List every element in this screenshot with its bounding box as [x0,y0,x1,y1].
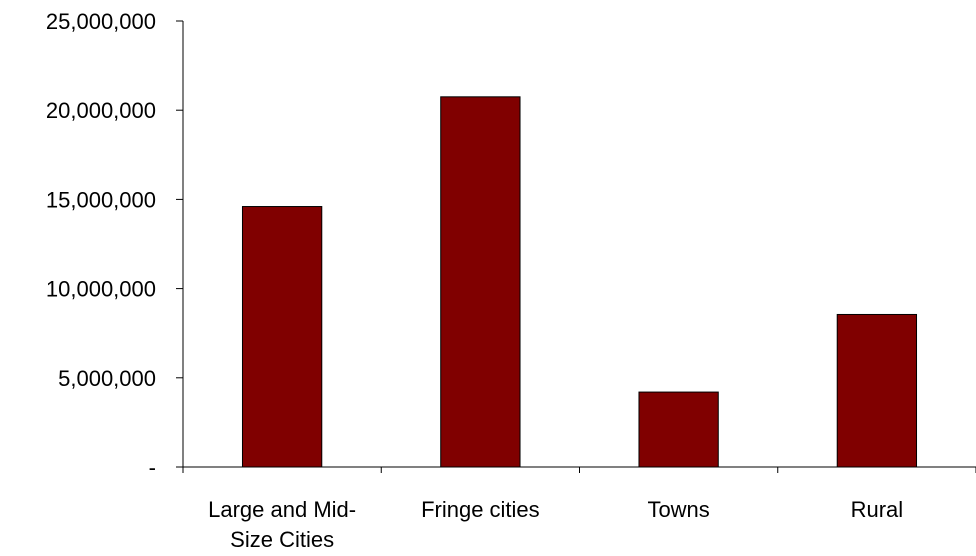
category-label: Rural [851,497,904,522]
y-tick-label: 15,000,000 [46,187,156,212]
y-tick-label: 10,000,000 [46,277,156,302]
y-tick-label: 25,000,000 [46,9,156,34]
y-tick-label: 5,000,000 [58,366,156,391]
bar [241,206,323,468]
category-label: Fringe cities [421,497,540,522]
x-axis-ticks [182,467,976,473]
category-label: Towns [647,497,709,522]
category-label: Large and Mid- [208,497,356,522]
bar [440,96,521,468]
y-tick-label: - [149,455,156,480]
y-axis-ticks: - 5,000,000 10,000,000 15,000,000 20,000,000… [46,9,183,480]
bar [638,391,719,468]
bars [241,96,918,468]
category-label: Size Cities [230,527,334,552]
bar [836,313,918,468]
category-labels: Large and Mid- Size Cities Fringe cities To… [208,497,903,552]
y-tick-label: 20,000,000 [46,98,156,123]
